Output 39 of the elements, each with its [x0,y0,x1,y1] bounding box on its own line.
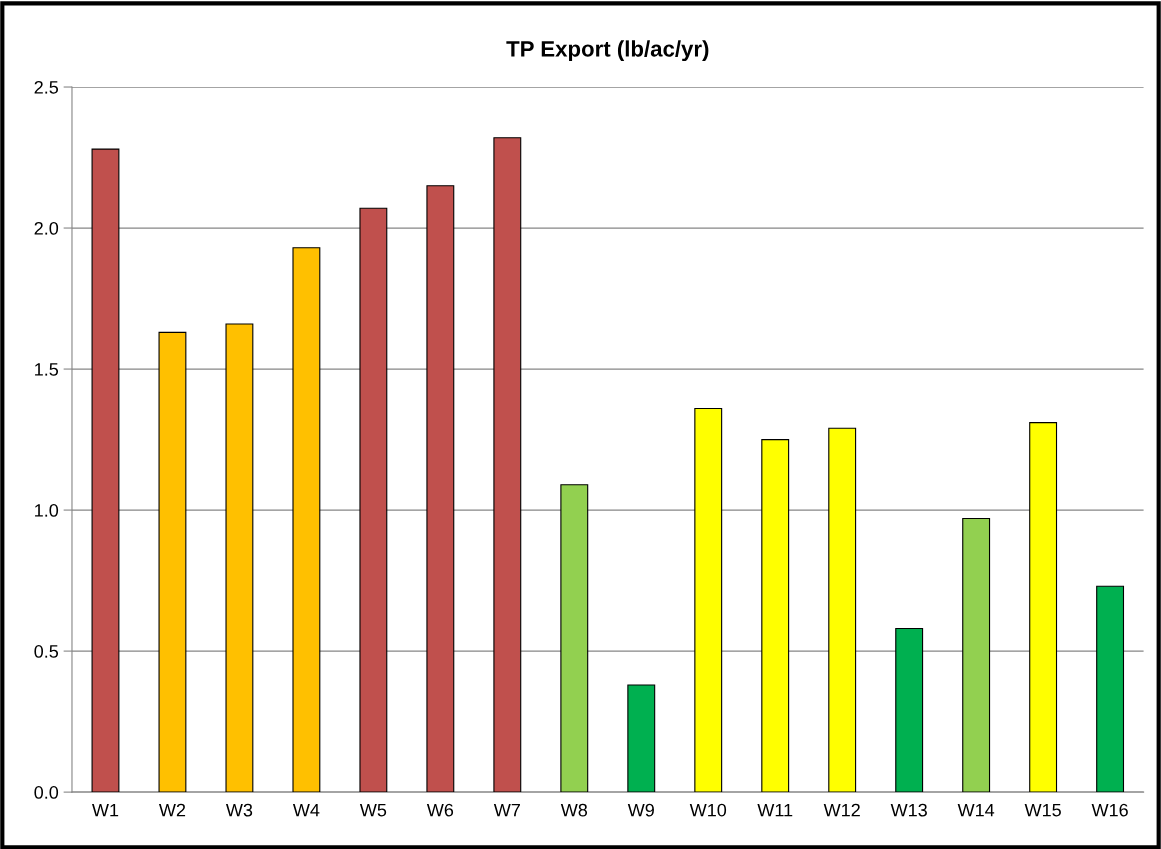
bar [225,323,254,793]
bar [426,185,455,793]
x-tick-label: W7 [493,803,520,817]
bar [1029,422,1058,793]
bar [493,137,522,793]
bar [828,427,857,793]
bar [627,684,656,793]
bar [359,207,388,793]
y-tick-label: 0.0 [34,786,59,799]
x-tick-label: W14 [957,803,995,817]
bar [694,407,723,793]
y-tick-label: 1.5 [35,363,59,376]
bar [895,627,924,793]
x-tick-label: W15 [1024,803,1061,817]
chart-title: TP Export (lb/ac/yr) [506,40,709,62]
x-tick-label: W10 [689,803,727,817]
bar [158,331,187,793]
bar [91,148,120,793]
x-tick-label: W8 [560,803,588,817]
y-tick-label: 0.5 [34,645,59,658]
x-tick-label: W3 [225,803,253,817]
x-tick-label: W9 [627,803,654,817]
x-tick-label: W16 [1091,803,1128,817]
x-tick-label: W4 [292,803,320,817]
y-tick-label: 1.0 [35,504,59,517]
bar [292,247,321,793]
x-tick-label: W1 [92,803,119,817]
x-tick-label: W5 [359,803,387,817]
bar [560,484,589,793]
x-tick-label: W6 [426,803,454,817]
bar [761,439,790,793]
bar [962,517,991,793]
y-tick-label: 2.5 [34,80,59,94]
x-tick-label: W13 [890,803,927,817]
x-tick-label: W2 [158,803,186,817]
x-tick-label: W11 [757,803,793,817]
y-tick-label: 2.0 [34,221,59,235]
bar [1096,585,1125,793]
x-tick-label: W12 [823,803,860,817]
